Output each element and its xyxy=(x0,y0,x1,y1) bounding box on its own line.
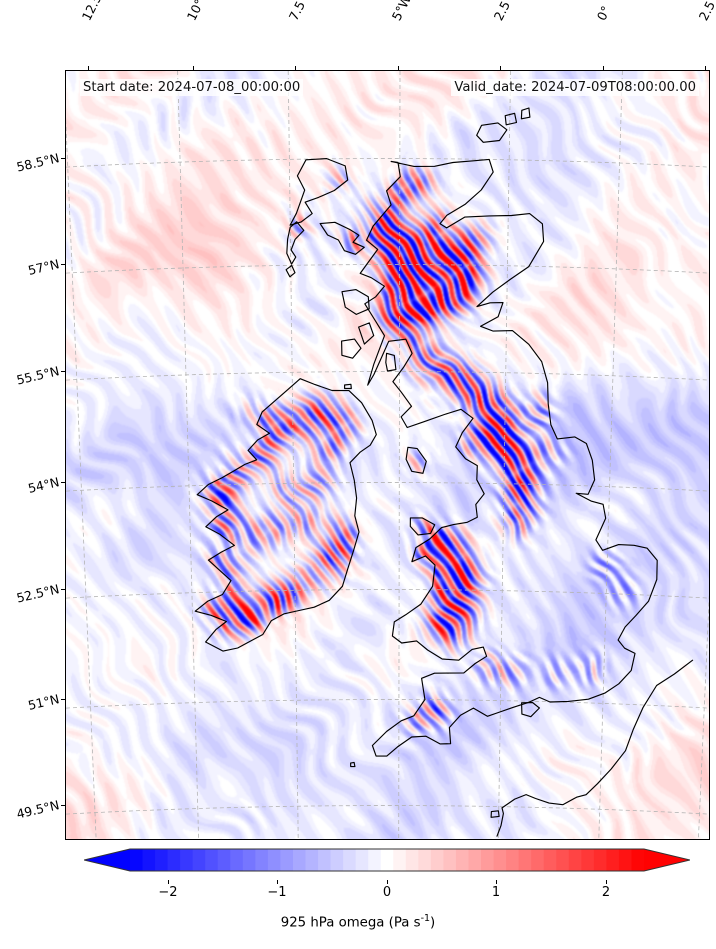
coastline-segment-10 xyxy=(504,112,518,126)
colorbar-label-exponent: -1 xyxy=(420,913,431,924)
coastline-segment-7 xyxy=(341,338,362,359)
y-ticklabel-2: 55.5°N xyxy=(14,363,61,388)
gridlines xyxy=(66,71,709,839)
map-plot-area[interactable]: Start date: 2024-07-08_00:00:00 Valid_da… xyxy=(65,70,710,840)
colorbar-gradient xyxy=(84,848,690,872)
x-ticklabel-4: 2.5°W xyxy=(490,0,522,23)
coastline-segment-1 xyxy=(194,378,377,652)
y-ticklabel-4: 52.5°N xyxy=(14,581,61,606)
x-tickmark-4 xyxy=(500,66,501,70)
y-ticklabel-3: 54°N xyxy=(26,474,61,496)
colorbar[interactable]: −2 −1 0 1 2 xyxy=(84,847,690,900)
x-tickmark-3 xyxy=(398,66,399,70)
x-ticklabel-0: 12.5°W xyxy=(79,0,113,23)
coastline-segment-9 xyxy=(476,122,508,143)
coastline-segment-0 xyxy=(359,158,658,757)
coastline-segment-8 xyxy=(358,322,375,345)
x-ticklabel-2: 7.5°W xyxy=(285,0,317,23)
coastline-overlay xyxy=(66,71,709,839)
colorbar-axis-label: 925 hPa omega (Pa s-1) xyxy=(0,913,716,930)
y-ticklabel-6: 49.5°N xyxy=(14,797,61,822)
omega-heatmap-field xyxy=(66,71,709,839)
y-tickmark-4 xyxy=(61,589,65,590)
coastline-segment-5 xyxy=(319,221,365,255)
y-tickmark-5 xyxy=(61,699,65,700)
colorbar-ticklabel-2: 0 xyxy=(382,885,392,900)
colorbar-tickmark-3 xyxy=(496,880,497,884)
coastline-segment-11 xyxy=(520,107,531,120)
colorbar-tickmark-0 xyxy=(168,880,169,884)
x-tickmark-6 xyxy=(705,66,706,70)
colorbar-tickmark-4 xyxy=(606,880,607,884)
y-tickmark-6 xyxy=(61,805,65,806)
y-tickmark-0 xyxy=(61,158,65,159)
y-ticklabel-5: 51°N xyxy=(26,691,61,713)
start-date-label: Start date: 2024-07-08_00:00:00 xyxy=(80,79,304,96)
x-ticklabel-6: 2.5°E xyxy=(695,0,716,23)
coastline-segment-12 xyxy=(385,352,397,372)
colorbar-ticklabel-3: 1 xyxy=(491,885,501,900)
x-ticklabel-5: 0° xyxy=(593,3,614,24)
valid-date-label: Valid_date: 2024-07-09T08:00:00.00 xyxy=(451,79,699,96)
y-tickmark-2 xyxy=(61,371,65,372)
y-tickmark-1 xyxy=(61,264,65,265)
x-ticklabel-1: 10°W xyxy=(183,0,213,23)
coastline-segment-6 xyxy=(341,289,370,315)
colorbar-ticklabel-0: −2 xyxy=(158,885,178,900)
coastline-segment-3 xyxy=(286,221,305,265)
coastline-segment-17 xyxy=(496,807,504,837)
coastline-segment-18 xyxy=(490,810,500,818)
x-tickmark-1 xyxy=(193,66,194,70)
coastline-segment-20 xyxy=(350,761,356,768)
colorbar-label-text: 925 hPa omega (Pa s xyxy=(280,915,421,931)
x-tickmark-5 xyxy=(603,66,604,70)
y-tickmark-3 xyxy=(61,482,65,483)
y-ticklabel-1: 57°N xyxy=(26,256,61,278)
colorbar-label-tail: ) xyxy=(430,915,436,931)
x-tickmark-2 xyxy=(295,66,296,70)
coastline-segment-13 xyxy=(405,446,427,474)
colorbar-ticklabel-1: −1 xyxy=(267,885,287,900)
y-ticklabel-0: 58.5°N xyxy=(14,150,61,175)
x-ticklabel-3: 5°W xyxy=(388,0,415,24)
coastline-segment-4 xyxy=(285,264,296,278)
colorbar-tickmark-2 xyxy=(387,880,388,884)
coastline-segment-14 xyxy=(409,517,436,536)
coastline-paths xyxy=(194,107,694,837)
colorbar-ticklabel-4: 2 xyxy=(601,885,611,900)
coastline-segment-15 xyxy=(521,701,540,718)
coastline-segment-16 xyxy=(501,659,694,809)
coastline-segment-2 xyxy=(289,158,349,226)
colorbar-tickmark-1 xyxy=(277,880,278,884)
x-tickmark-0 xyxy=(88,66,89,70)
coastline-segment-21 xyxy=(344,383,352,390)
